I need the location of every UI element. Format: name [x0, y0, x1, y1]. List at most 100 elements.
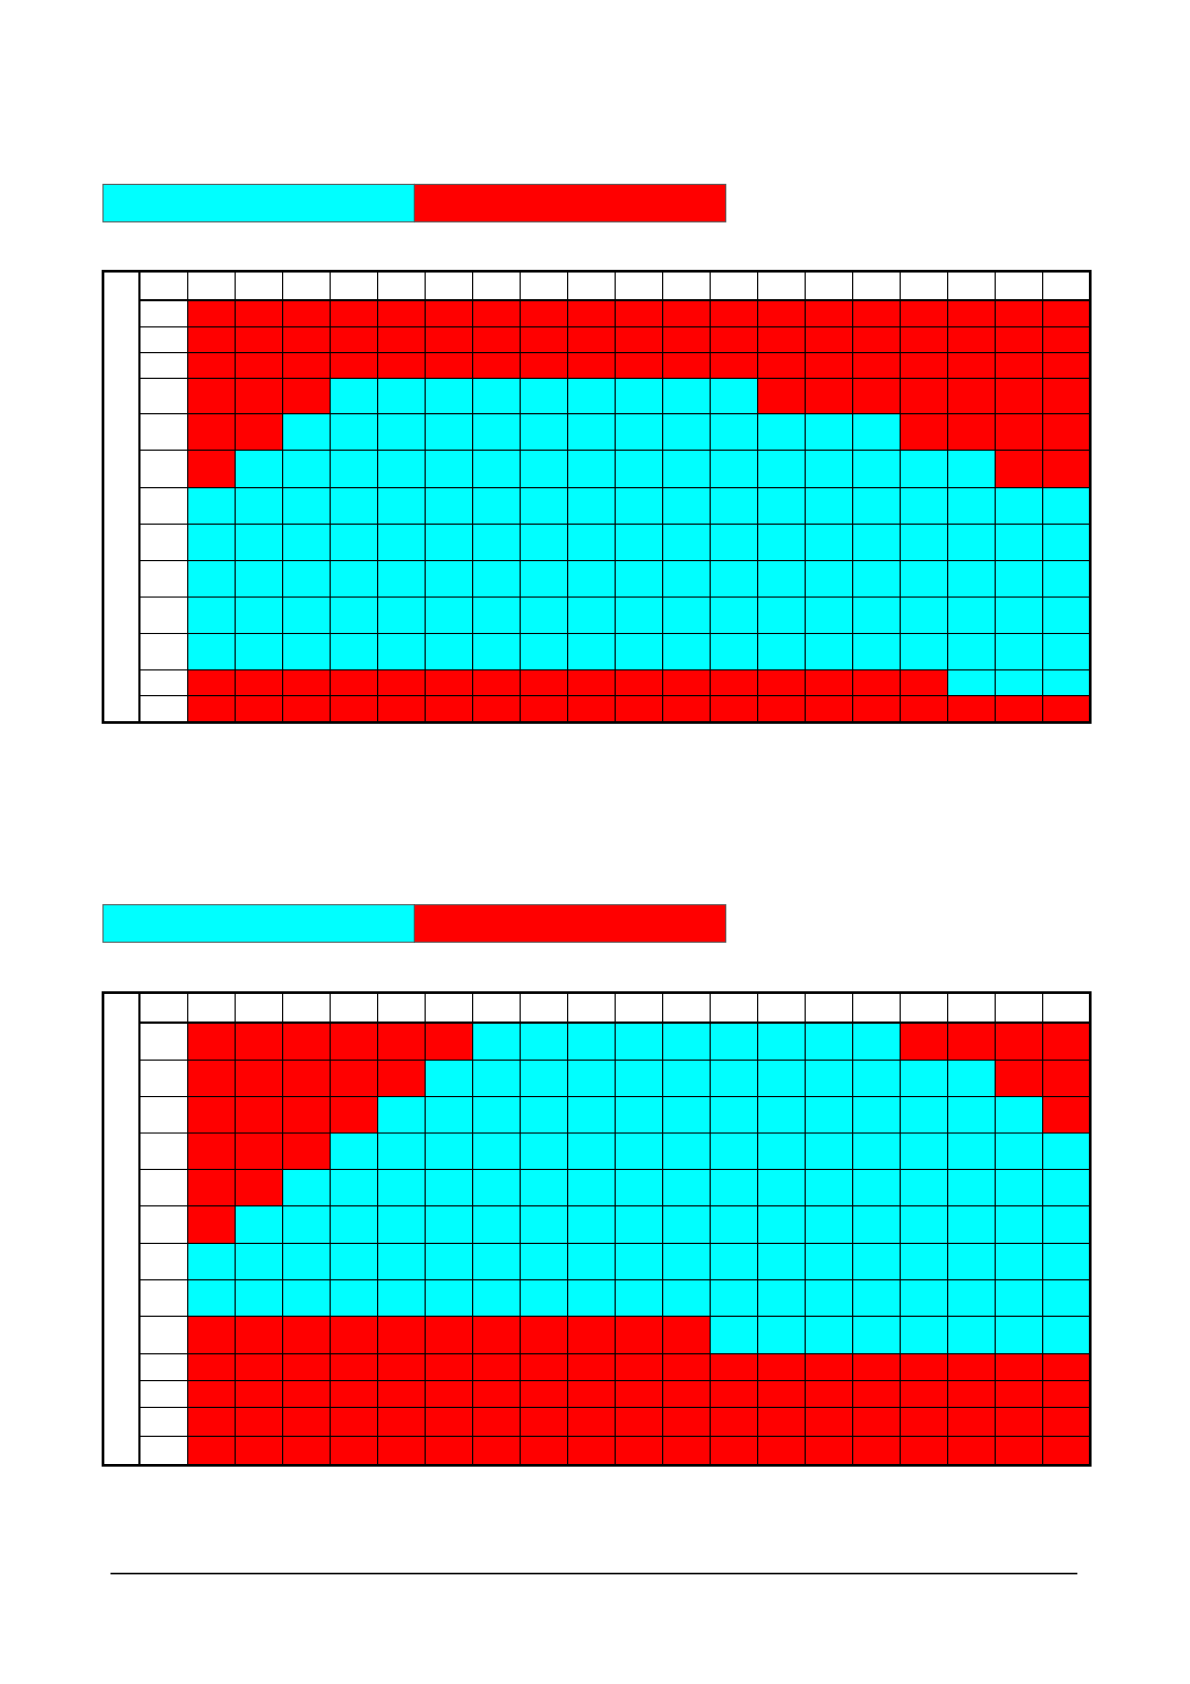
cell — [1042, 1406, 1091, 1437]
cell — [1042, 1205, 1091, 1244]
cell — [567, 1406, 616, 1437]
cell — [187, 449, 236, 489]
cell — [899, 523, 949, 562]
row-header-cell — [138, 377, 189, 415]
cell — [852, 1205, 901, 1244]
cell — [804, 1279, 854, 1317]
cell — [329, 1279, 379, 1317]
cell — [1042, 1096, 1091, 1134]
cell — [852, 596, 901, 635]
cell — [852, 1279, 901, 1317]
cell — [614, 299, 664, 328]
cell — [709, 560, 759, 598]
cell — [282, 1279, 331, 1317]
cell — [377, 1059, 426, 1098]
cell — [234, 523, 284, 562]
cell — [852, 1315, 901, 1355]
cell — [377, 596, 426, 635]
cell — [519, 1380, 569, 1408]
cell — [519, 352, 569, 379]
cell — [187, 596, 236, 635]
row-header-cell — [138, 449, 189, 489]
cell — [282, 449, 331, 489]
header-cell — [187, 270, 236, 301]
header-cell — [138, 992, 189, 1024]
cell — [804, 1168, 854, 1207]
cell — [614, 1168, 664, 1207]
cell — [1042, 1380, 1091, 1408]
cell — [709, 377, 759, 415]
cell — [519, 487, 569, 525]
cell — [519, 449, 569, 489]
cell — [187, 1353, 236, 1382]
cell — [662, 352, 711, 379]
cell — [947, 669, 996, 697]
row-header-cell — [138, 1132, 189, 1171]
cell — [709, 1380, 759, 1408]
row-header-cell — [138, 695, 189, 724]
cell — [709, 1279, 759, 1317]
cell — [424, 632, 474, 671]
cell — [377, 449, 426, 489]
cell — [899, 1380, 949, 1408]
cell — [187, 299, 236, 328]
header-cell — [852, 270, 901, 301]
cell — [614, 413, 664, 451]
cell — [567, 1353, 616, 1382]
cell — [709, 1022, 759, 1061]
cell — [947, 413, 996, 451]
cell — [994, 1168, 1044, 1207]
cell — [377, 1315, 426, 1355]
cell — [377, 1242, 426, 1281]
header-cell — [377, 992, 426, 1024]
cell — [994, 1242, 1044, 1281]
header-cell — [662, 270, 711, 301]
cell — [804, 1132, 854, 1171]
cell — [329, 299, 379, 328]
cell — [757, 487, 806, 525]
cell — [757, 1059, 806, 1098]
cell — [614, 1132, 664, 1171]
header-cell — [852, 992, 901, 1024]
cell — [519, 1353, 569, 1382]
cell — [899, 487, 949, 525]
cell — [187, 1205, 236, 1244]
header-cell — [567, 270, 616, 301]
cell — [804, 523, 854, 562]
cell — [282, 1022, 331, 1061]
cell — [377, 1205, 426, 1244]
cell — [804, 413, 854, 451]
cell — [472, 1353, 521, 1382]
cell — [852, 1353, 901, 1382]
cell — [282, 1096, 331, 1134]
row-header-cell — [138, 1406, 189, 1437]
cell — [329, 695, 379, 724]
cell — [899, 1435, 949, 1466]
cell — [567, 299, 616, 328]
cell — [614, 523, 664, 562]
cell — [899, 560, 949, 598]
cell — [1042, 596, 1091, 635]
cell — [187, 413, 236, 451]
cell — [947, 1279, 996, 1317]
cell — [472, 1132, 521, 1171]
cell — [899, 1205, 949, 1244]
cell — [852, 299, 901, 328]
cell — [377, 560, 426, 598]
cell — [329, 1353, 379, 1382]
cell — [234, 1435, 284, 1466]
cell — [614, 326, 664, 354]
cell — [377, 632, 426, 671]
cell — [472, 1380, 521, 1408]
cell — [472, 596, 521, 635]
cell — [662, 1059, 711, 1098]
cell — [852, 449, 901, 489]
cell — [757, 1132, 806, 1171]
row-header-cell — [138, 1059, 189, 1098]
cell — [1042, 523, 1091, 562]
cell — [282, 299, 331, 328]
row-header-cell — [138, 1168, 189, 1207]
cell — [377, 326, 426, 354]
legend-swatch — [102, 183, 415, 223]
